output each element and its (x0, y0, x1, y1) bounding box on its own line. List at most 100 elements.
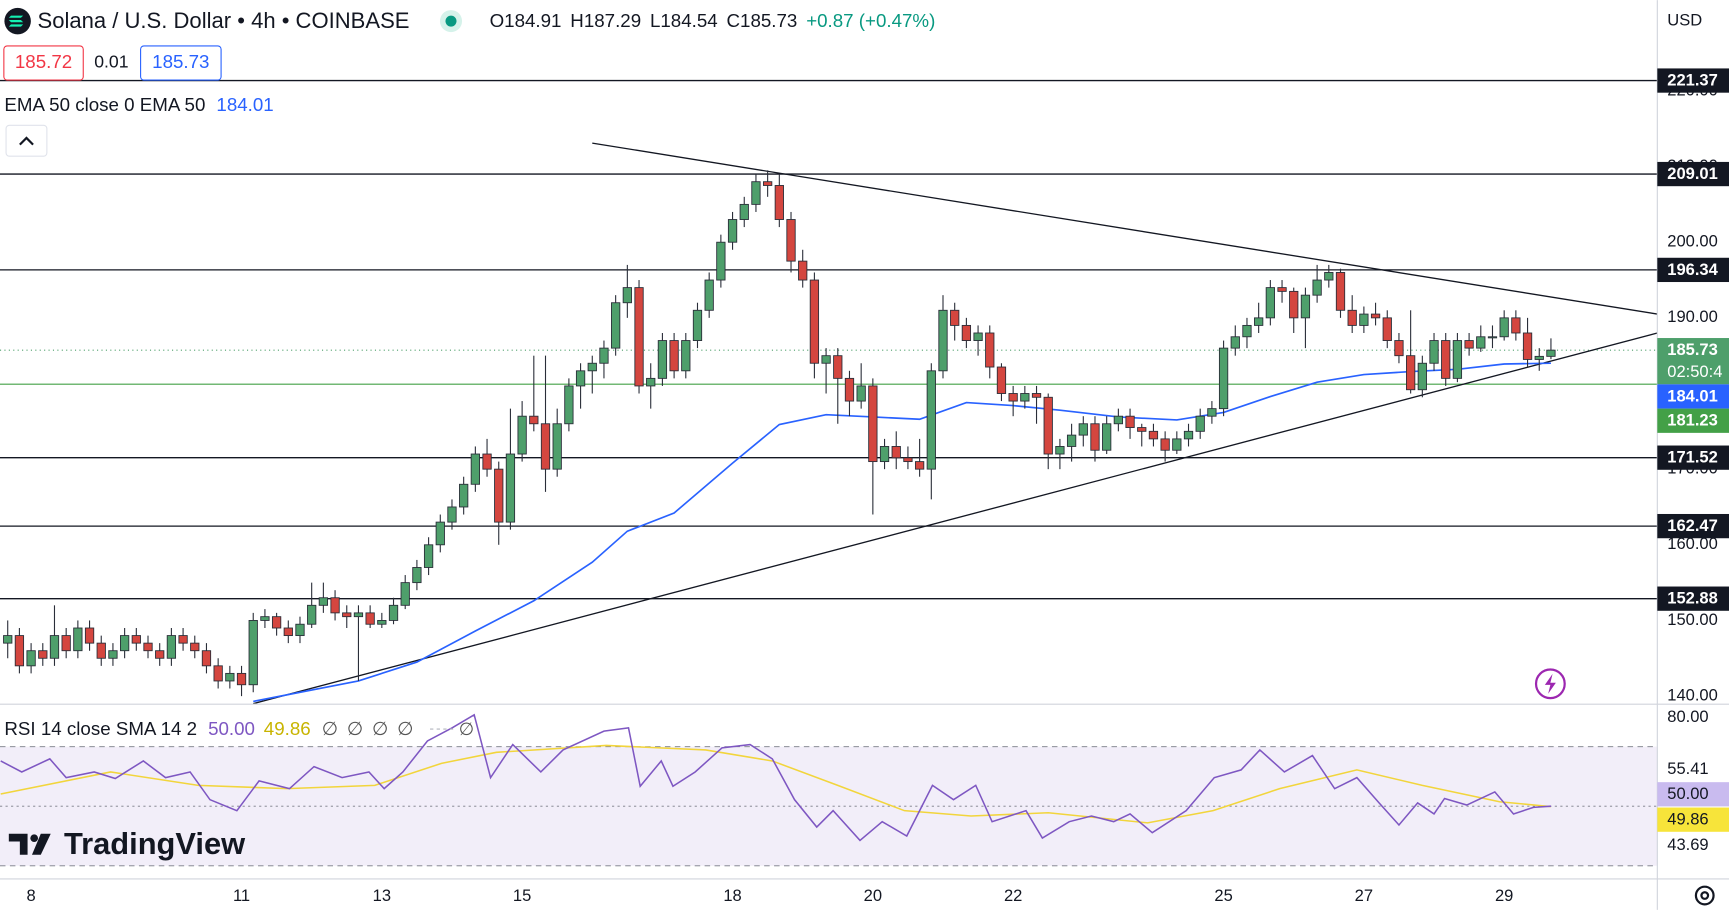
candle-body (295, 623, 305, 637)
candle-body (763, 181, 773, 186)
candle-body (622, 287, 632, 304)
candle-body (155, 650, 165, 659)
candle-body (996, 366, 1007, 394)
candle-body (1534, 355, 1544, 360)
rsi-label-box (1657, 782, 1729, 807)
candle-body (283, 627, 293, 637)
level-label-box (1657, 586, 1729, 611)
null-marker: ∅ (397, 718, 413, 739)
candle-body (96, 642, 106, 659)
collapse-button[interactable] (5, 124, 48, 157)
candle-body (1183, 430, 1194, 440)
x-tick-label: 11 (233, 886, 250, 905)
candle-body (318, 597, 329, 606)
candle-body (494, 468, 504, 523)
candle-body (1289, 290, 1299, 319)
candle-body (423, 544, 434, 568)
candle-body (353, 612, 364, 618)
candle-body (435, 521, 445, 546)
level-label-box (1657, 257, 1729, 283)
ema-price-label: 184.01 (1667, 386, 1718, 405)
peak-marker: ∅ (459, 719, 474, 739)
candle-body (1359, 313, 1369, 326)
candle-body (751, 181, 761, 205)
candle-body (540, 423, 551, 470)
candle-body (131, 635, 141, 644)
settings-button[interactable] (1694, 885, 1715, 906)
candle-body (388, 604, 399, 621)
candle-body (844, 377, 855, 402)
y-tick-label: 160.00 (1667, 534, 1718, 553)
y-tick-label: 200.00 (1667, 232, 1718, 251)
rsi-label-box (1657, 807, 1729, 832)
settings-hub (1700, 891, 1710, 900)
candle-body (564, 385, 574, 425)
tradingview-logo[interactable]: TradingView (8, 826, 246, 861)
candle-body (681, 340, 691, 372)
null-marker: ∅ (347, 718, 363, 739)
buy-button[interactable] (140, 45, 222, 81)
rsi-last-label: 50.00 (1667, 784, 1708, 803)
candle-body (1499, 317, 1509, 338)
logo-mark (8, 833, 28, 855)
candle-body (1172, 438, 1182, 451)
candle-body (1195, 415, 1205, 432)
x-tick-label: 25 (1214, 886, 1232, 905)
candle-body (704, 279, 714, 311)
candle-body (1160, 438, 1170, 451)
candle-body (470, 453, 480, 485)
candle-body (1113, 415, 1123, 425)
trendline (253, 332, 1658, 704)
logo-text: TradingView (64, 826, 246, 861)
candle-body (225, 672, 235, 682)
null-marker: ∅ (372, 718, 388, 739)
candle-body (38, 650, 48, 659)
candle-body (973, 332, 983, 341)
candle-body (1522, 332, 1533, 360)
currency-label[interactable]: USD (1667, 10, 1702, 29)
candle-body (599, 347, 609, 364)
sell-button[interactable] (3, 45, 84, 81)
ema-legend: EMA 50 close 0 EMA 50 184.01 (4, 94, 273, 115)
candle-body (798, 260, 808, 281)
candle-body (938, 309, 948, 372)
candle-body (1207, 408, 1217, 417)
last-price-label: 185.73 (1667, 340, 1718, 359)
candle-body (868, 385, 878, 463)
level-label: 209.01 (1667, 164, 1718, 183)
candle-body (1300, 294, 1311, 319)
candle-body (926, 370, 936, 470)
candle-body (786, 219, 796, 262)
candle-body (1242, 324, 1252, 338)
candle-body (143, 642, 153, 652)
candle-body (646, 377, 656, 387)
level-label: 196.34 (1667, 260, 1718, 279)
x-tick-label: 27 (1355, 886, 1373, 905)
candle-body (61, 635, 71, 652)
candle-body (178, 635, 188, 644)
candle-body (1254, 317, 1264, 326)
rsi-legend-title: RSI 14 close SMA 14 2 (4, 718, 197, 739)
candle-body (166, 635, 177, 659)
spread: 0.01 (94, 52, 128, 72)
x-tick-label: 8 (26, 886, 35, 905)
alert-icon[interactable] (1534, 668, 1566, 700)
candle-body (1394, 340, 1404, 357)
symbol-header[interactable]: Solana / U.S. Dollar • 4h • COINBASE (4, 7, 410, 35)
candle-body (1102, 423, 1112, 451)
candle-body (201, 650, 212, 667)
y-tick-label: 190.00 (1667, 307, 1718, 326)
candle-body (1043, 396, 1053, 455)
candle-body (119, 635, 130, 652)
ohlc-value: 185.73 (740, 10, 797, 31)
candle-body (529, 415, 539, 425)
candle-body (1137, 427, 1147, 432)
level-label-box (1657, 513, 1729, 539)
level-label: 162.47 (1667, 516, 1718, 535)
candle-body (1476, 336, 1486, 349)
candle-body (1324, 272, 1334, 281)
support-price-label-box (1657, 408, 1729, 433)
candle-body (1452, 340, 1463, 379)
